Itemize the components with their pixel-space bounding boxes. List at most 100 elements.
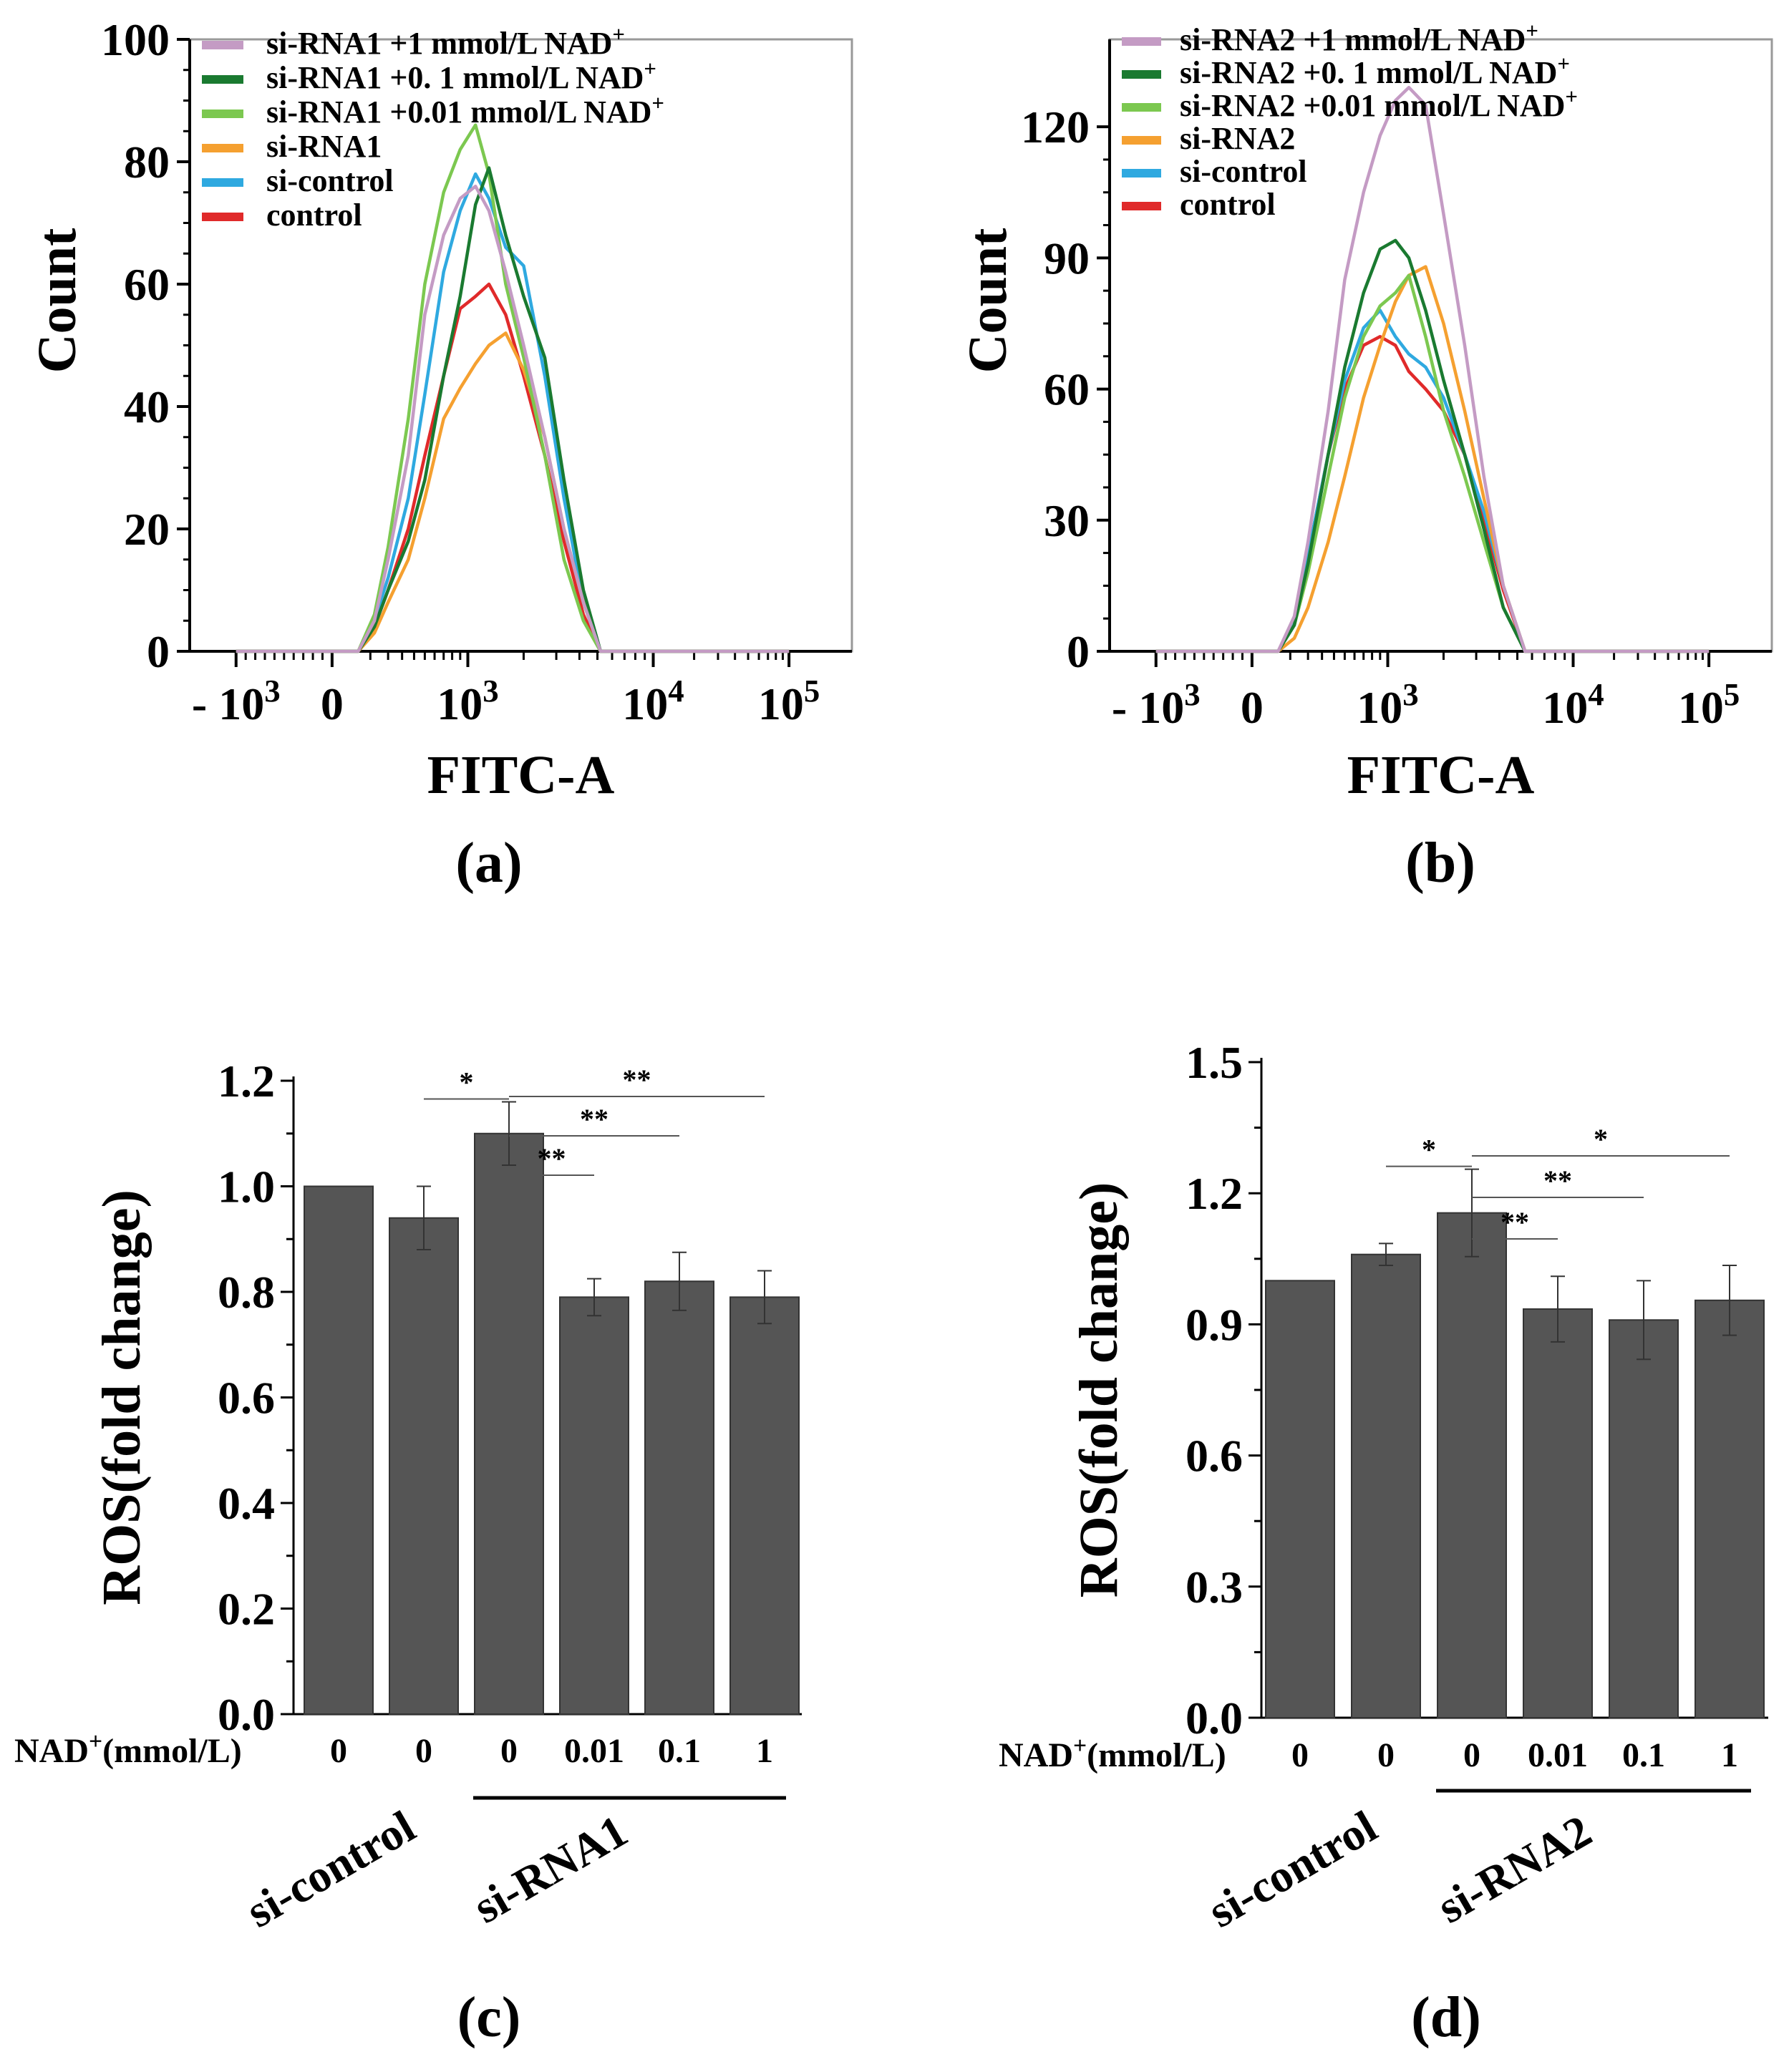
significance-marker: * — [1594, 1123, 1608, 1155]
significance-marker: * — [1422, 1134, 1436, 1166]
legend-label: si-RNA1 +0. 1 mmol/L NAD+ — [266, 57, 656, 95]
legend-label: si-control — [1180, 154, 1307, 189]
y-tick-label: 1.2 — [218, 1056, 275, 1106]
group-label: si-control — [238, 1801, 423, 1937]
bar — [304, 1185, 374, 1715]
category-prefix-label: NAD+(mmol/L) — [14, 1728, 242, 1771]
category-label: 0 — [330, 1732, 347, 1770]
legend-label: si-RNA1 +0.01 mmol/L NAD+ — [266, 91, 664, 130]
group-label: si-RNA1 — [465, 1805, 636, 1933]
category-label: 0 — [415, 1732, 432, 1770]
y-tick-label: 0.0 — [218, 1689, 275, 1740]
y-tick-label: 0.8 — [218, 1267, 275, 1318]
y-tick-label: 0.6 — [1186, 1431, 1243, 1482]
y-tick-label: 120 — [1021, 102, 1090, 152]
x-tick-label: 103 — [437, 673, 498, 729]
bar — [1437, 1212, 1507, 1719]
y-tick-label: 30 — [1044, 495, 1090, 546]
series-line — [236, 172, 790, 653]
y-tick-label: 0.0 — [1186, 1693, 1243, 1743]
y-tick-label: 40 — [124, 381, 170, 432]
legend-label: si-RNA1 — [266, 129, 382, 164]
bar — [1265, 1280, 1335, 1719]
y-axis-title: Count — [958, 228, 1018, 374]
y-tick-label: 0.9 — [1186, 1299, 1243, 1350]
x-tick-label: 0 — [1241, 682, 1264, 733]
y-tick-label: 0 — [147, 626, 170, 677]
y-tick-label: 1.5 — [1186, 1037, 1243, 1088]
bar — [1351, 1253, 1421, 1718]
panel-label: (a) — [455, 832, 522, 895]
x-tick-label: - 103 — [192, 673, 281, 729]
panel-a-histogram: 0 20 40 60 80 100 - 103 0 103 104 105 si-RNA1 +1 mm… — [27, 14, 853, 895]
bar — [559, 1296, 629, 1715]
bar — [1609, 1319, 1679, 1718]
category-label: 0 — [1291, 1736, 1309, 1774]
y-axis-title: ROS(fold change) — [1069, 1182, 1129, 1598]
category-label: 1 — [756, 1732, 773, 1770]
y-tick-label: 0.4 — [218, 1478, 275, 1529]
x-axis-title: FITC-A — [427, 745, 615, 805]
legend-label: si-RNA2 — [1180, 121, 1295, 156]
y-tick-label: 20 — [124, 504, 170, 555]
x-tick-label: 0 — [321, 678, 344, 729]
bar — [1523, 1308, 1593, 1718]
x-tick-label: 105 — [1678, 676, 1740, 733]
significance-marker: ** — [580, 1103, 609, 1135]
y-tick-label: 1.2 — [1186, 1168, 1243, 1219]
category-label: 0.1 — [658, 1732, 701, 1770]
series-line — [236, 331, 790, 653]
category-label: 0 — [1377, 1736, 1395, 1774]
y-axis-title: ROS(fold change) — [92, 1190, 152, 1605]
significance-marker: ** — [1543, 1164, 1572, 1197]
panel-label: (b) — [1405, 832, 1475, 895]
x-tick-label: 104 — [1542, 676, 1604, 733]
y-tick-label: 0.2 — [218, 1584, 275, 1635]
bar — [729, 1296, 800, 1715]
significance-marker: ** — [538, 1142, 566, 1174]
x-tick-label: - 103 — [1112, 676, 1201, 733]
bar — [474, 1132, 544, 1715]
panel-label: (c) — [457, 1986, 521, 2049]
bar — [1695, 1299, 1765, 1718]
legend-label: control — [266, 198, 362, 233]
x-axis-title: FITC-A — [1347, 745, 1535, 805]
x-tick-label: 103 — [1357, 676, 1418, 733]
series-line — [236, 282, 790, 653]
y-tick-label: 0 — [1067, 626, 1090, 677]
series-line — [236, 123, 790, 653]
category-label: 0.01 — [1528, 1736, 1588, 1774]
x-tick-label: 105 — [758, 673, 820, 729]
series-line — [1155, 265, 1710, 653]
legend-label: si-control — [266, 163, 394, 198]
legend-label: si-RNA2 +1 mmol/L NAD+ — [1180, 19, 1538, 57]
legend-label: si-RNA2 +0.01 mmol/L NAD+ — [1180, 84, 1578, 123]
legend-label: control — [1180, 187, 1276, 222]
panel-d-bar-chart: 0.0 0.3 0.6 0.9 1.2 1.5 0 0 0 0.01 0.1 1 NAD+(mmol/L… — [999, 1037, 1768, 2049]
legend-label: si-RNA2 +0. 1 mmol/L NAD+ — [1180, 52, 1570, 90]
bar — [644, 1280, 714, 1715]
significance-marker: ** — [1500, 1206, 1529, 1238]
panel-label: (d) — [1411, 1986, 1481, 2049]
y-tick-label: 0.6 — [218, 1373, 275, 1424]
y-tick-label: 90 — [1044, 233, 1090, 283]
y-tick-label: 60 — [124, 259, 170, 310]
significance-marker: ** — [623, 1064, 651, 1096]
y-axis-title: Count — [27, 228, 87, 374]
category-label: 0.01 — [564, 1732, 624, 1770]
group-label: si-control — [1200, 1801, 1385, 1937]
x-tick-label: 104 — [622, 673, 684, 729]
category-label: 1 — [1721, 1736, 1738, 1774]
group-label: si-RNA2 — [1429, 1805, 1600, 1933]
category-label: 0 — [500, 1732, 518, 1770]
series-line — [236, 166, 790, 653]
panel-c-bar-chart: 0.0 0.2 0.4 0.6 0.8 1.0 1.2 0 0 0 0.01 0.1 1 NAD+(mmo… — [14, 1056, 802, 2049]
significance-marker: * — [460, 1066, 474, 1099]
series-line — [1155, 238, 1710, 653]
y-tick-label: 100 — [101, 14, 170, 65]
series-line — [1155, 335, 1710, 653]
y-tick-label: 60 — [1044, 364, 1090, 415]
y-tick-label: 1.0 — [218, 1162, 275, 1212]
series-line — [236, 184, 790, 653]
